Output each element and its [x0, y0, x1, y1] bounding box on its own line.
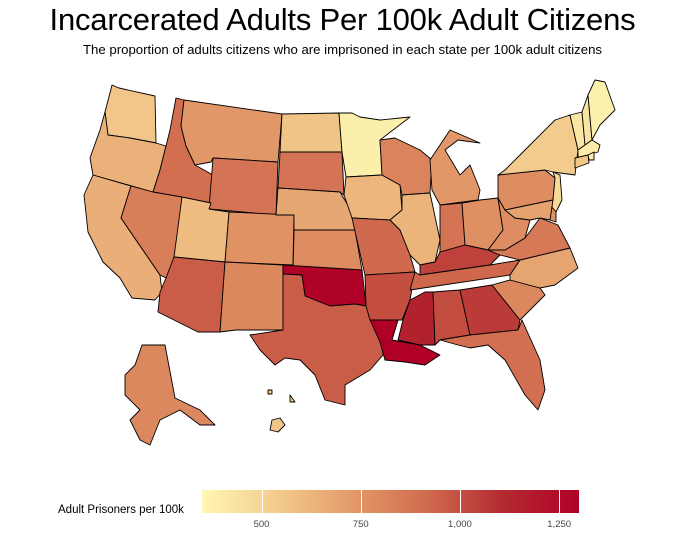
state-ma: [577, 139, 601, 159]
map-subtitle: The proportion of adults citizens who ar…: [83, 42, 602, 57]
state-fl: [439, 319, 546, 411]
state-mt: [180, 99, 283, 166]
legend-color-bar: [202, 490, 579, 513]
legend-tick-label: 750: [352, 519, 369, 530]
legend-tick-mark: [261, 490, 263, 513]
state-co: [224, 211, 295, 266]
state-la: [369, 319, 441, 366]
state-ga: [459, 284, 521, 336]
state-mi: [429, 129, 481, 206]
state-me: [587, 79, 616, 141]
legend-tick-label: 1,000: [448, 519, 472, 530]
legend-tick-label: 1,250: [547, 519, 572, 530]
state-sd: [277, 151, 345, 196]
state-ct: [574, 154, 590, 169]
legend-tick-mark: [559, 490, 561, 513]
legend-tick-mark: [459, 490, 461, 513]
legend-title: Adult Prisoners per 100k: [58, 504, 184, 516]
state-mn: [338, 112, 411, 178]
state-nd: [279, 112, 343, 153]
state-il: [389, 192, 441, 266]
map-title: Incarcerated Adults Per 100k Adult Citiz…: [49, 2, 636, 37]
legend-tick-mark: [360, 490, 362, 513]
state-ks: [292, 229, 363, 271]
state-ny: [497, 114, 579, 176]
state-in: [439, 202, 466, 253]
state-ms: [397, 291, 436, 346]
state-tx: [249, 273, 384, 406]
state-hi: [267, 389, 296, 433]
state-nm: [219, 261, 284, 333]
state-sc: [491, 279, 546, 321]
state-wy: [208, 157, 279, 216]
legend-tick-label: 500: [253, 519, 270, 530]
us-choropleth-map: [83, 79, 616, 446]
state-md: [504, 199, 554, 221]
state-ak: [124, 344, 216, 446]
state-wa: [104, 84, 157, 144]
